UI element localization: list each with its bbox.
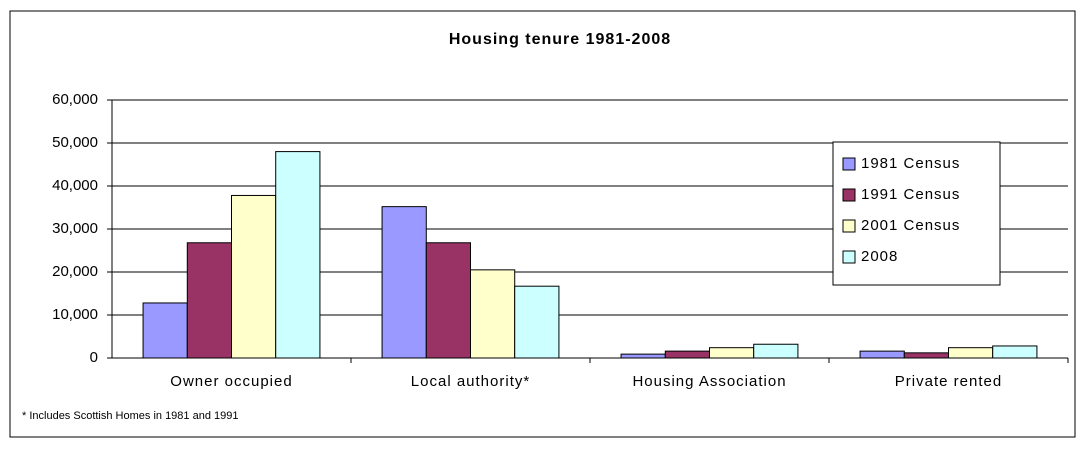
bar	[903, 352, 949, 359]
y-tick-label: 0	[90, 349, 98, 366]
legend-label: 2001 Census	[861, 217, 960, 234]
x-tick-label: Owner occupied	[170, 373, 292, 390]
bar	[186, 242, 233, 359]
bar	[231, 194, 277, 359]
legend-label: 1981 Census	[861, 155, 960, 172]
legend-swatch	[842, 250, 856, 264]
legend-swatch	[842, 157, 856, 171]
bar	[381, 206, 427, 359]
y-tick-label: 20,000	[52, 263, 98, 280]
bar	[142, 302, 188, 359]
y-tick-label: 10,000	[52, 306, 98, 323]
bar	[620, 353, 666, 359]
x-tick-label: Local authority*	[411, 373, 530, 390]
legend-swatch	[842, 219, 856, 233]
legend-box	[832, 141, 1001, 286]
chart-title: Housing tenure 1981-2008	[449, 31, 671, 48]
bar	[709, 347, 755, 359]
y-tick-label: 60,000	[52, 91, 98, 108]
y-tick-label: 50,000	[52, 134, 98, 151]
bar	[425, 242, 472, 359]
y-tick-label: 30,000	[52, 220, 98, 237]
x-tick-label: Private rented	[895, 373, 1002, 390]
bar	[859, 350, 905, 359]
footnote: * Includes Scottish Homes in 1981 and 19…	[22, 410, 238, 422]
legend-label: 2008	[861, 248, 898, 265]
y-tick-label: 40,000	[52, 177, 98, 194]
bar	[753, 343, 799, 359]
bar	[275, 151, 321, 359]
legend-label: 1991 Census	[861, 186, 960, 203]
bar	[470, 269, 516, 359]
bar	[664, 350, 710, 359]
bar	[992, 345, 1038, 359]
bar	[514, 285, 560, 359]
x-tick-label: Housing Association	[632, 373, 786, 390]
bar	[948, 347, 994, 359]
legend-swatch	[842, 188, 856, 202]
